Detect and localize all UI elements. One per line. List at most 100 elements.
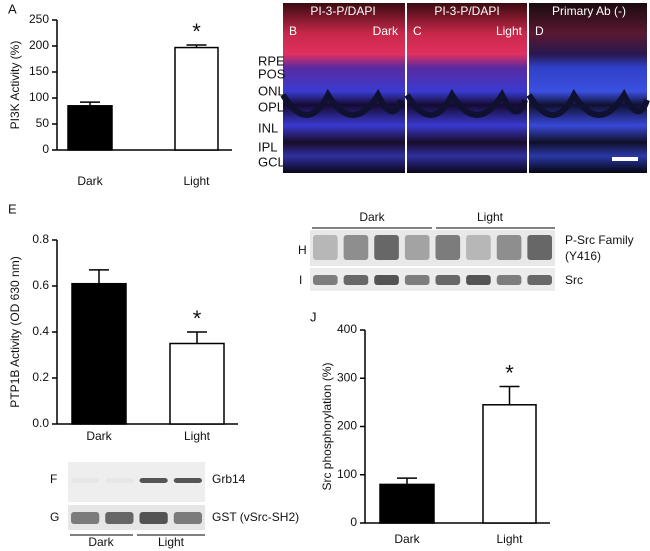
panel-label: A	[8, 1, 17, 16]
y-tick-label: 200	[337, 419, 357, 433]
bar	[67, 105, 113, 151]
significance-mark: *	[505, 360, 514, 385]
panel-title: Primary Ab (-)	[552, 4, 626, 18]
band	[527, 275, 552, 285]
blot-row	[310, 268, 555, 291]
row-label: Grb14	[212, 472, 246, 486]
panel-title: PI-3-P/DAPI	[434, 4, 499, 18]
y-tick-label: 100	[29, 90, 49, 104]
band	[71, 478, 99, 483]
blots	[68, 230, 555, 530]
band	[313, 275, 338, 285]
bar	[169, 342, 225, 425]
condition-label: Dark	[373, 24, 399, 38]
y-tick-label: 150	[29, 64, 49, 78]
band	[404, 275, 430, 285]
y-tick-label: 100	[337, 467, 357, 481]
y-tick-label: 0	[350, 515, 357, 529]
y-axis-label: PI3K Activity (%)	[8, 41, 22, 130]
x-tick-label: Dark	[77, 174, 103, 188]
layer-label: IPL	[258, 139, 278, 154]
row-letter: H	[298, 243, 307, 257]
panel-letter: D	[535, 24, 544, 38]
x-tick-label: Light	[496, 532, 523, 546]
band	[139, 512, 168, 524]
y-tick-label: 400	[337, 322, 357, 336]
tissue-fold	[526, 88, 650, 118]
x-tick-label: Light	[184, 429, 211, 443]
condition-label: Light	[496, 24, 523, 38]
band	[404, 235, 430, 260]
blot-row	[310, 230, 555, 266]
micrograph	[283, 3, 405, 173]
group-label: Dark	[359, 210, 385, 224]
band	[173, 512, 202, 524]
band	[374, 275, 399, 285]
y-tick-label: 0.8	[32, 232, 49, 246]
layer-label: POS	[258, 66, 286, 81]
y-tick-label: 0.6	[32, 278, 49, 292]
micrograph	[407, 3, 527, 173]
band	[435, 235, 461, 260]
bar	[71, 282, 127, 425]
layer-label: RPE	[258, 53, 285, 68]
layer-label: INL	[258, 120, 278, 135]
band	[313, 235, 338, 260]
band	[139, 478, 168, 483]
band	[466, 275, 491, 285]
panel-label: J	[310, 309, 317, 324]
row-letter: F	[50, 472, 57, 486]
band	[496, 275, 522, 285]
y-tick-label: 50	[36, 116, 50, 130]
band	[527, 235, 552, 260]
band	[374, 235, 399, 260]
row-label: P-Src Family	[565, 233, 634, 247]
row-sublabel: (Y416)	[565, 249, 601, 263]
x-tick-label: Dark	[394, 532, 420, 546]
y-tick-label: 0	[42, 142, 49, 156]
layer-label: GCL	[258, 154, 285, 169]
tissue-fold	[404, 88, 528, 118]
band	[435, 275, 461, 285]
y-tick-label: 250	[29, 12, 49, 26]
group-label: Light	[477, 210, 504, 224]
y-tick-label: 300	[337, 370, 357, 384]
y-tick-label: 0.2	[32, 370, 49, 384]
band	[466, 235, 491, 260]
tissue-fold	[280, 88, 404, 118]
y-tick-label: 0.4	[32, 324, 49, 338]
bar	[482, 404, 537, 524]
group-label: Dark	[88, 535, 114, 549]
band	[105, 478, 133, 483]
band	[343, 235, 369, 260]
bar	[174, 46, 219, 151]
y-tick-label: 200	[29, 38, 49, 52]
band	[173, 478, 202, 483]
panel-letter: C	[413, 24, 422, 38]
panel-letter: B	[289, 24, 297, 38]
layer-label: ONL	[258, 83, 285, 98]
row-letter: I	[299, 273, 302, 287]
y-axis-label: Src phosphorylation (%)	[320, 362, 334, 490]
band	[343, 275, 369, 285]
scale-bar	[612, 157, 638, 161]
layer-label: OPL	[258, 99, 284, 114]
y-axis-label: PTP1B Activity (OD 630 nm)	[8, 256, 22, 407]
panel-title: PI-3-P/DAPI	[310, 4, 375, 18]
micrograph	[529, 3, 647, 173]
band	[71, 512, 100, 524]
y-tick-label: 0.0	[32, 416, 49, 430]
bar	[379, 483, 435, 524]
significance-mark: *	[192, 19, 201, 44]
row-letter: G	[50, 510, 59, 524]
x-tick-label: Light	[183, 174, 210, 188]
significance-mark: *	[193, 306, 202, 331]
row-label: Src	[565, 273, 583, 287]
x-tick-label: Dark	[86, 429, 112, 443]
row-label: GST (vSrc-SH2)	[212, 510, 299, 524]
micrographs: B PI-3-P/DAPI Dark C PI-3-P/DAPI Light D Primar…	[280, 3, 650, 173]
band	[105, 512, 134, 524]
band	[496, 235, 522, 260]
panel-label: E	[8, 201, 17, 216]
